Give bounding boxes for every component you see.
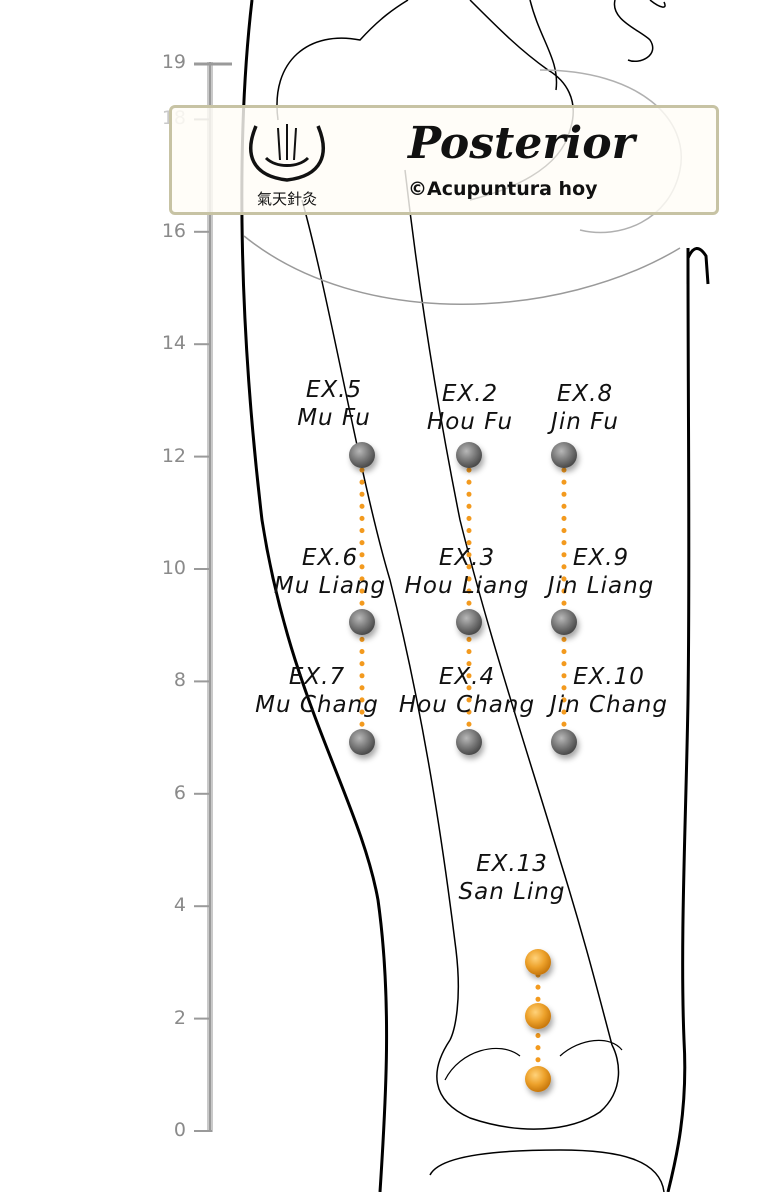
acupoint-label: EX.10 Jin Chang (519, 663, 699, 719)
acupoint-marker (349, 729, 375, 755)
acupoint-label: EX.7 Mu Chang (227, 663, 407, 719)
acupoint-code: EX.4 (438, 664, 496, 690)
acupoint-label: EX.2 Hou Fu (380, 380, 560, 436)
acupoint-marker (551, 609, 577, 635)
acupoints (349, 442, 577, 1092)
acupoint-label: EX.3 Hou Liang (377, 544, 557, 600)
acupoint-name: San Ling (458, 879, 566, 905)
acupoint-name: Jin Liang (547, 573, 655, 599)
acupoint-name: Jin Chang (550, 692, 668, 718)
acupoint-label: EX.6 Mu Liang (240, 544, 420, 600)
acupoint-code: EX.7 (288, 664, 346, 690)
acupoint-code: EX.2 (441, 381, 499, 407)
acupoint-code: EX.13 (476, 851, 548, 877)
acupoint-code: EX.8 (556, 381, 614, 407)
scale-tick-label: 6 (173, 781, 186, 804)
scale-tick-label: 4 (173, 894, 186, 917)
acupoint-label: EX.13 San Ling (422, 850, 602, 906)
acupoint-label: EX.8 Jin Fu (495, 380, 675, 436)
scale-tick-label: 16 (161, 219, 186, 242)
banner-title: Posterior (408, 118, 635, 169)
acupoint-marker (551, 442, 577, 468)
acupoint-name: Hou Chang (398, 692, 536, 718)
acupoint-code: EX.5 (305, 377, 363, 403)
scale-tick-label: 2 (173, 1006, 186, 1029)
acupoint-marker (456, 729, 482, 755)
acupoint-marker (456, 442, 482, 468)
acupoint-label: EX.9 Jin Liang (511, 544, 691, 600)
acupoint-name: Jin Fu (551, 409, 619, 435)
acupuncture-logo-icon: 氣天針灸 (249, 124, 325, 208)
scale-tick-label: 14 (161, 332, 186, 355)
logo-text: 氣天針灸 (257, 190, 317, 208)
vertical-scale (194, 62, 232, 1132)
acupoint-marker (525, 1003, 551, 1029)
acupoint-label: EX.5 Mu Fu (244, 376, 424, 432)
title-banner: 氣天針灸 Posterior ©Acupuntura hoy (169, 105, 719, 215)
scale-tick-label: 0 (173, 1119, 186, 1141)
acupoint-name: Hou Liang (404, 573, 530, 599)
acupoint-name: Hou Fu (426, 409, 514, 435)
banner-subtitle: ©Acupuntura hoy (408, 178, 598, 200)
acupoint-marker (551, 729, 577, 755)
scale-tick-label: 10 (161, 557, 186, 579)
acupoint-marker (349, 609, 375, 635)
scale-tick-label: 12 (161, 444, 186, 467)
acupoint-code: EX.6 (301, 545, 359, 571)
acupoint-marker (349, 442, 375, 468)
acupoint-label: EX.4 Hou Chang (377, 663, 557, 719)
acupoint-name: Mu Chang (255, 692, 379, 718)
acupoint-code: EX.3 (438, 545, 496, 571)
acupoint-name: Mu Fu (297, 405, 371, 431)
scale-tick-label: 19 (161, 51, 186, 74)
acupoint-code: EX.10 (573, 664, 645, 690)
acupoint-marker (525, 949, 551, 975)
acupoint-marker (456, 609, 482, 635)
acupoint-marker (525, 1066, 551, 1092)
scale-tick-label: 8 (173, 669, 186, 692)
acupoint-code: EX.9 (572, 545, 630, 571)
acupoint-name: Mu Liang (273, 573, 387, 599)
